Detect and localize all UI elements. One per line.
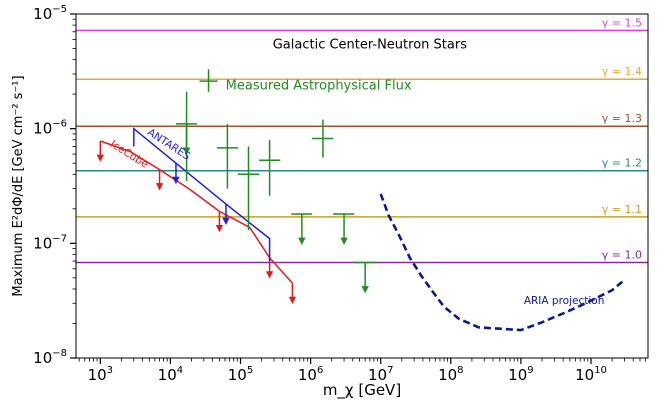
y-tick-label: 10−5 (33, 4, 67, 23)
x-tick-label: 108 (438, 365, 463, 384)
limit-arrow-head (172, 176, 180, 185)
limit-arrow-head (215, 224, 224, 233)
y-tick-label: 10−6 (33, 119, 67, 138)
limit-arrow-head (155, 183, 164, 191)
plot-area (76, 29, 648, 332)
x-tick-label: 104 (158, 365, 183, 384)
data-point-limit-head (340, 237, 348, 245)
limit-arrow-head (222, 217, 230, 225)
gamma-label: γ = 1.4 (602, 65, 642, 78)
y-tick-label: 10−7 (33, 233, 67, 252)
limit-arrow-head (96, 154, 104, 162)
annotation: Galactic Center-Neutron Stars (273, 38, 467, 53)
series-line (379, 193, 626, 332)
limit-arrow-head (265, 271, 274, 279)
series-label: ARIA projection (524, 295, 605, 307)
series-line (100, 140, 293, 284)
gamma-label: γ = 1.0 (602, 249, 642, 262)
axis-ticks (70, 13, 646, 364)
x-tick-label: 1010 (575, 365, 607, 384)
x-tick-label: 107 (368, 365, 393, 384)
series-line (133, 127, 271, 262)
x-tick-label: 103 (88, 365, 113, 384)
limit-arrow-head (288, 296, 297, 304)
y-axis-label: Maximum E²dΦ/dE [GeV cm⁻² s⁻¹] (11, 75, 26, 296)
data-point-limit-head (361, 286, 369, 294)
gamma-label: γ = 1.5 (602, 16, 642, 29)
gamma-label: γ = 1.1 (602, 203, 642, 216)
data-point-limit-head (298, 237, 306, 245)
gamma-label: γ = 1.2 (602, 157, 642, 170)
data-point-limit-head (182, 147, 191, 155)
plot-frame (75, 13, 649, 359)
x-tick-label: 109 (508, 365, 533, 384)
labels: γ = 1.5 γ = 1.4 γ = 1.3 γ = 1.2 γ = 1.1 γ = 1… (11, 4, 642, 400)
y-tick-label: 10−8 (33, 348, 67, 367)
gamma-label: γ = 1.3 (602, 112, 642, 125)
x-tick-label: 106 (298, 365, 323, 384)
series-label: IceCube (108, 138, 150, 171)
annotation: Measured Astrophysical Flux (226, 78, 412, 93)
x-tick-label: 105 (228, 365, 253, 384)
x-axis-label: m_χ [GeV] (323, 381, 401, 400)
